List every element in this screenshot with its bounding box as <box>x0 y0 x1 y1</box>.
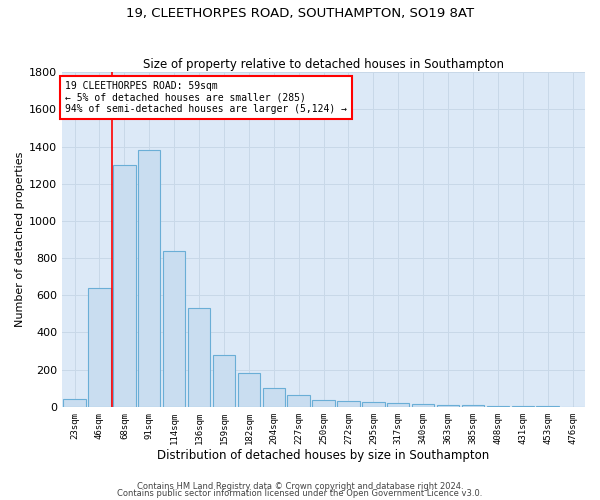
Bar <box>462 406 484 407</box>
Bar <box>263 388 285 407</box>
Bar <box>213 355 235 407</box>
Bar <box>387 403 409 407</box>
Bar <box>188 308 210 407</box>
Bar <box>88 288 111 407</box>
Text: Contains public sector information licensed under the Open Government Licence v3: Contains public sector information licen… <box>118 490 482 498</box>
Text: Contains HM Land Registry data © Crown copyright and database right 2024.: Contains HM Land Registry data © Crown c… <box>137 482 463 491</box>
Text: 19, CLEETHORPES ROAD, SOUTHAMPTON, SO19 8AT: 19, CLEETHORPES ROAD, SOUTHAMPTON, SO19 … <box>126 8 474 20</box>
Bar <box>512 406 534 407</box>
Bar <box>163 250 185 407</box>
Bar <box>362 402 385 407</box>
Bar <box>64 400 86 407</box>
Bar <box>287 394 310 407</box>
Bar <box>337 402 359 407</box>
Bar <box>238 374 260 407</box>
Text: 19 CLEETHORPES ROAD: 59sqm
← 5% of detached houses are smaller (285)
94% of semi: 19 CLEETHORPES ROAD: 59sqm ← 5% of detac… <box>65 80 347 114</box>
Bar <box>437 405 459 407</box>
Bar <box>487 406 509 407</box>
Bar <box>313 400 335 407</box>
Y-axis label: Number of detached properties: Number of detached properties <box>15 152 25 327</box>
Bar <box>138 150 160 407</box>
Title: Size of property relative to detached houses in Southampton: Size of property relative to detached ho… <box>143 58 504 71</box>
X-axis label: Distribution of detached houses by size in Southampton: Distribution of detached houses by size … <box>157 450 490 462</box>
Bar <box>412 404 434 407</box>
Bar <box>113 165 136 407</box>
